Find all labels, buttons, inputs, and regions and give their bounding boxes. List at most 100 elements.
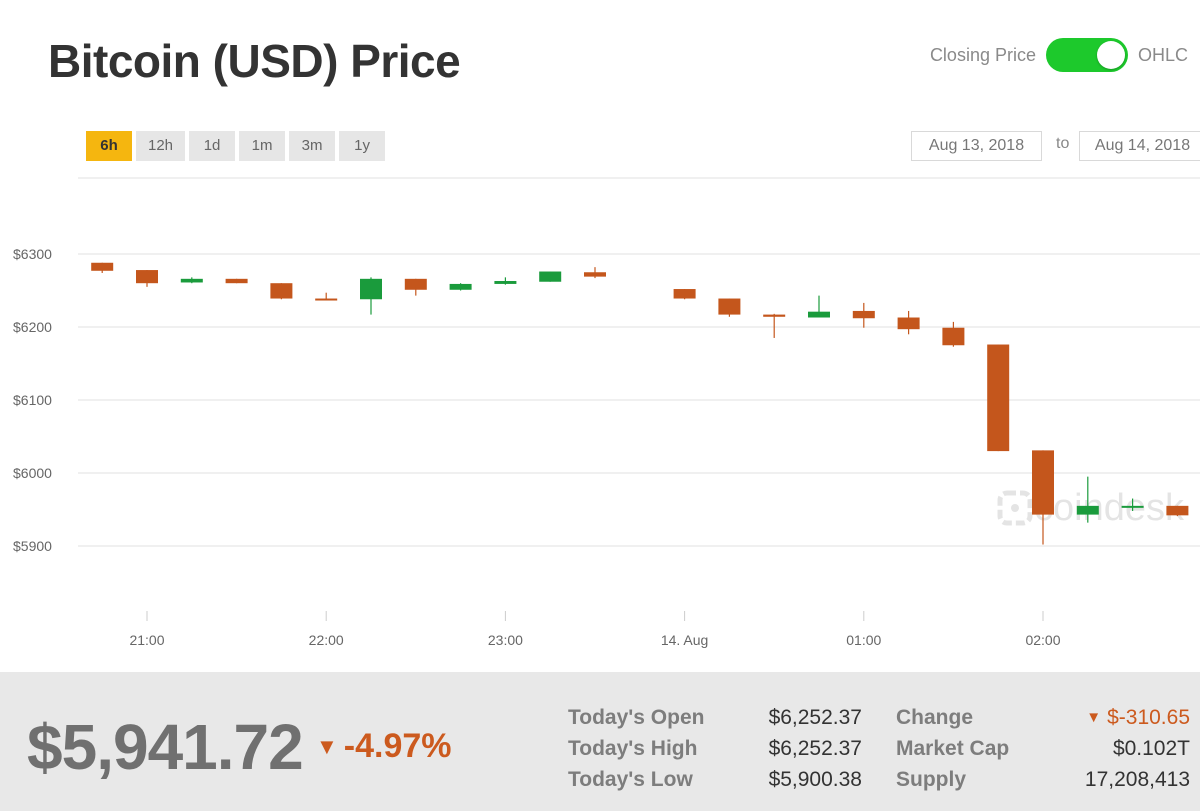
candle-body (584, 272, 606, 277)
x-tick-label: 21:00 (129, 632, 164, 648)
candle-body (808, 311, 830, 318)
candle-body (315, 298, 338, 301)
candle-body (1076, 505, 1099, 515)
price-summary-panel: $5,941.72 ▼ -4.97% Today's Open $6,252.37… (0, 672, 1200, 811)
y-tick-label: $6200 (13, 319, 52, 335)
candle-body (180, 278, 203, 283)
axis-labels: $5900 $6000 $6100 $6200 $6300 21:00 22:00 23:00… (13, 246, 1061, 648)
ohlc-label: OHLC (1137, 44, 1188, 65)
candle-8 (449, 283, 472, 291)
coindesk-watermark: coindesk (997, 487, 1185, 529)
range-tab-12h[interactable]: 12h (136, 131, 186, 161)
range-tab-6h[interactable]: 6h (86, 131, 132, 161)
candle-body (449, 283, 472, 290)
candle-body (897, 317, 920, 330)
range-tabs: 6h 12h 1d 1m 3m 1y (86, 131, 386, 161)
candle-body (270, 283, 293, 299)
candle-10 (539, 271, 562, 282)
chart-grid (78, 177, 1200, 547)
supply-label: Supply (896, 768, 967, 791)
y-tick-label: $6300 (13, 246, 52, 262)
closing-price-label: Closing Price (929, 44, 1036, 65)
market-cap-value: $0.102T (1112, 737, 1190, 760)
candle-3 (225, 278, 248, 284)
range-tab-1m[interactable]: 1m (239, 131, 286, 161)
candle-body (942, 327, 965, 346)
candle-body (852, 310, 875, 319)
range-tab-3m[interactable]: 3m (289, 131, 336, 161)
price-chart: coindesk $5900 $6000 $6100 $6200 $6300 21:00 2… (13, 177, 1200, 648)
page-title: Bitcoin (USD) Price (48, 35, 461, 87)
down-triangle-icon: ▼ (316, 734, 338, 759)
candle-12 (673, 289, 696, 300)
range-tab-1y[interactable]: 1y (339, 131, 386, 161)
change-value-wrap: ▼ $-310.65 (1086, 706, 1190, 730)
y-tick-label: $5900 (13, 538, 52, 554)
open-label: Today's Open (568, 706, 705, 729)
open-value: $6,252.37 (768, 706, 862, 729)
candle-17 (897, 310, 920, 335)
candle-19 (987, 344, 1010, 452)
candle-body (539, 271, 562, 282)
date-range-separator: to (1056, 135, 1070, 152)
candle-2 (180, 277, 203, 284)
candle-body (225, 278, 248, 284)
y-tick-label: $6100 (13, 392, 52, 408)
date-to-input[interactable]: Aug 14, 2018 (1079, 131, 1200, 161)
date-from-input[interactable]: Aug 13, 2018 (911, 131, 1042, 161)
candle-15 (808, 295, 830, 318)
x-tick-label: 22:00 (309, 632, 344, 648)
chart-mode-toggle[interactable] (1045, 38, 1128, 72)
percent-change: ▼ -4.97% (316, 727, 452, 766)
candle-body (91, 262, 114, 271)
candle-body (1032, 450, 1054, 515)
candle-body (360, 278, 382, 300)
candle-1 (136, 270, 158, 287)
candle-21 (1076, 476, 1099, 523)
candle-4 (270, 283, 293, 300)
y-tick-label: $6000 (13, 465, 52, 481)
candle-body (404, 278, 427, 290)
high-value: $6,252.37 (768, 737, 862, 760)
watermark-text: coindesk (1034, 487, 1185, 529)
candle-body (1166, 505, 1189, 516)
change-value: $-310.65 (1107, 706, 1190, 729)
toggle-knob (1096, 41, 1125, 69)
candle-body (1121, 505, 1144, 508)
x-tick-label: 14. Aug (661, 632, 709, 648)
x-tick-label: 02:00 (1025, 632, 1060, 648)
x-tick-label: 23:00 (488, 632, 523, 648)
candle-23 (1166, 505, 1189, 517)
candle-6 (360, 277, 382, 315)
candle-5 (315, 292, 338, 301)
low-label: Today's Low (568, 768, 693, 791)
candlestick-series (91, 262, 1189, 545)
coindesk-logo-icon (997, 490, 1033, 526)
candle-11 (584, 267, 606, 279)
candle-16 (852, 302, 875, 328)
candle-7 (404, 278, 427, 296)
candle-20 (1032, 450, 1054, 545)
candle-body (763, 314, 786, 317)
market-cap-label: Market Cap (896, 737, 1010, 760)
x-tick-label: 01:00 (846, 632, 881, 648)
candle-body (136, 270, 158, 284)
chart-mode-toggle-group: Closing Price OHLC (930, 38, 1188, 72)
candle-body (673, 289, 696, 299)
candle-body (494, 281, 517, 284)
current-price: $5,941.72 (27, 711, 304, 783)
candle-body (718, 298, 741, 315)
candle-22 (1121, 498, 1144, 511)
candle-18 (942, 321, 965, 347)
range-tab-1d[interactable]: 1d (189, 131, 236, 161)
low-value: $5,900.38 (768, 768, 862, 791)
supply-value: 17,208,413 (1084, 768, 1190, 791)
percent-change-value: -4.97% (343, 727, 452, 765)
high-label: Today's High (568, 737, 698, 760)
candle-14 (763, 313, 786, 338)
candle-body (987, 344, 1010, 452)
candle-0 (91, 262, 114, 273)
candle-9 (494, 277, 517, 285)
candle-13 (718, 298, 741, 317)
down-triangle-small-icon: ▼ (1086, 709, 1102, 726)
